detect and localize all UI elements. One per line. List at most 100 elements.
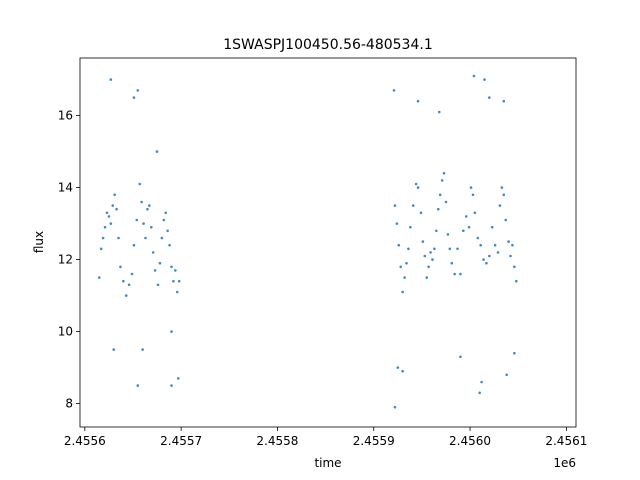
data-point: [462, 229, 465, 233]
data-point: [480, 380, 483, 384]
data-point: [393, 405, 397, 409]
data-point: [122, 279, 125, 283]
x-tick-label: 2.4557: [160, 434, 202, 448]
data-point: [136, 384, 140, 387]
data-point: [105, 211, 109, 215]
data-point: [450, 261, 454, 265]
data-point: [99, 247, 103, 251]
data-point: [438, 193, 442, 197]
data-point: [459, 272, 462, 276]
data-point: [419, 211, 423, 215]
data-point: [425, 276, 429, 279]
data-point: [471, 193, 475, 197]
data-point: [136, 89, 140, 92]
data-point: [401, 369, 404, 373]
data-point: [174, 269, 177, 272]
data-point: [437, 110, 441, 114]
data-point: [166, 229, 169, 233]
data-point: [172, 279, 175, 283]
data-point: [392, 89, 396, 92]
data-point: [509, 254, 512, 258]
data-point: [107, 215, 111, 218]
y-tick-label: 10: [58, 325, 73, 339]
data-point: [397, 243, 401, 247]
data-point: [448, 247, 452, 251]
data-point: [156, 283, 160, 287]
x-axis-label: time: [314, 456, 341, 470]
data-point: [160, 236, 164, 240]
data-point: [416, 186, 420, 189]
x-axis-ticks: 2.4556 2.4557 2.4558 2.4559 2.4560 2.4561: [64, 427, 587, 448]
data-point: [142, 222, 145, 225]
y-tick-label: 12: [58, 253, 73, 267]
chart-title: 1SWASPJ100450.56-480534.1: [223, 37, 432, 53]
data-point: [488, 96, 491, 99]
data-point: [101, 236, 105, 240]
data-point: [500, 186, 504, 189]
data-point: [127, 283, 131, 287]
y-tick-label: 14: [58, 181, 73, 195]
data-point: [467, 225, 471, 229]
data-point: [405, 261, 408, 265]
data-point: [148, 204, 151, 207]
data-point: [479, 243, 482, 247]
data-point: [488, 254, 491, 258]
data-point: [476, 236, 480, 240]
data-point: [482, 258, 485, 261]
data-point: [113, 193, 116, 197]
data-point: [141, 348, 144, 351]
data-point: [132, 243, 136, 247]
data-point: [513, 351, 516, 355]
x-tick-label: 2.4561: [545, 434, 587, 448]
data-point: [446, 233, 450, 236]
data-point: [440, 179, 444, 182]
data-point: [162, 218, 166, 222]
y-axis-ticks: 8 10 12 14 16: [58, 109, 80, 411]
data-point: [504, 218, 507, 222]
data-point: [433, 247, 436, 251]
data-point: [149, 225, 153, 229]
data-point: [403, 276, 406, 279]
plot-frame: [79, 57, 577, 428]
data-point: [153, 269, 157, 272]
data-point: [109, 222, 113, 225]
data-point: [429, 251, 432, 254]
data-point: [490, 225, 494, 229]
data-point: [436, 207, 440, 211]
data-point: [442, 171, 446, 175]
data-point: [164, 211, 168, 215]
data-point: [421, 240, 425, 243]
data-point: [138, 182, 142, 186]
data-point: [505, 373, 508, 377]
y-axis-label: flux: [32, 231, 46, 253]
data-point: [115, 207, 118, 211]
data-point: [469, 186, 473, 189]
data-point: [119, 265, 122, 269]
data-point: [407, 247, 410, 251]
data-point: [170, 384, 173, 387]
data-point: [427, 265, 430, 269]
data-points: [97, 74, 518, 409]
data-point: [395, 222, 399, 225]
data-point: [464, 215, 468, 218]
data-point: [158, 261, 162, 265]
data-point: [431, 258, 434, 261]
data-point: [396, 366, 400, 369]
data-point: [423, 254, 427, 258]
y-tick-label: 16: [58, 109, 73, 123]
data-point: [111, 204, 115, 207]
data-point: [144, 236, 147, 240]
data-point: [472, 74, 476, 78]
data-point: [507, 240, 510, 243]
data-point: [513, 265, 516, 269]
data-point: [175, 290, 179, 294]
data-point: [511, 243, 514, 247]
data-point: [393, 204, 397, 207]
data-point: [103, 225, 107, 229]
data-point: [459, 355, 462, 359]
data-point: [151, 251, 155, 254]
data-point: [97, 276, 101, 279]
data-point: [170, 330, 173, 333]
